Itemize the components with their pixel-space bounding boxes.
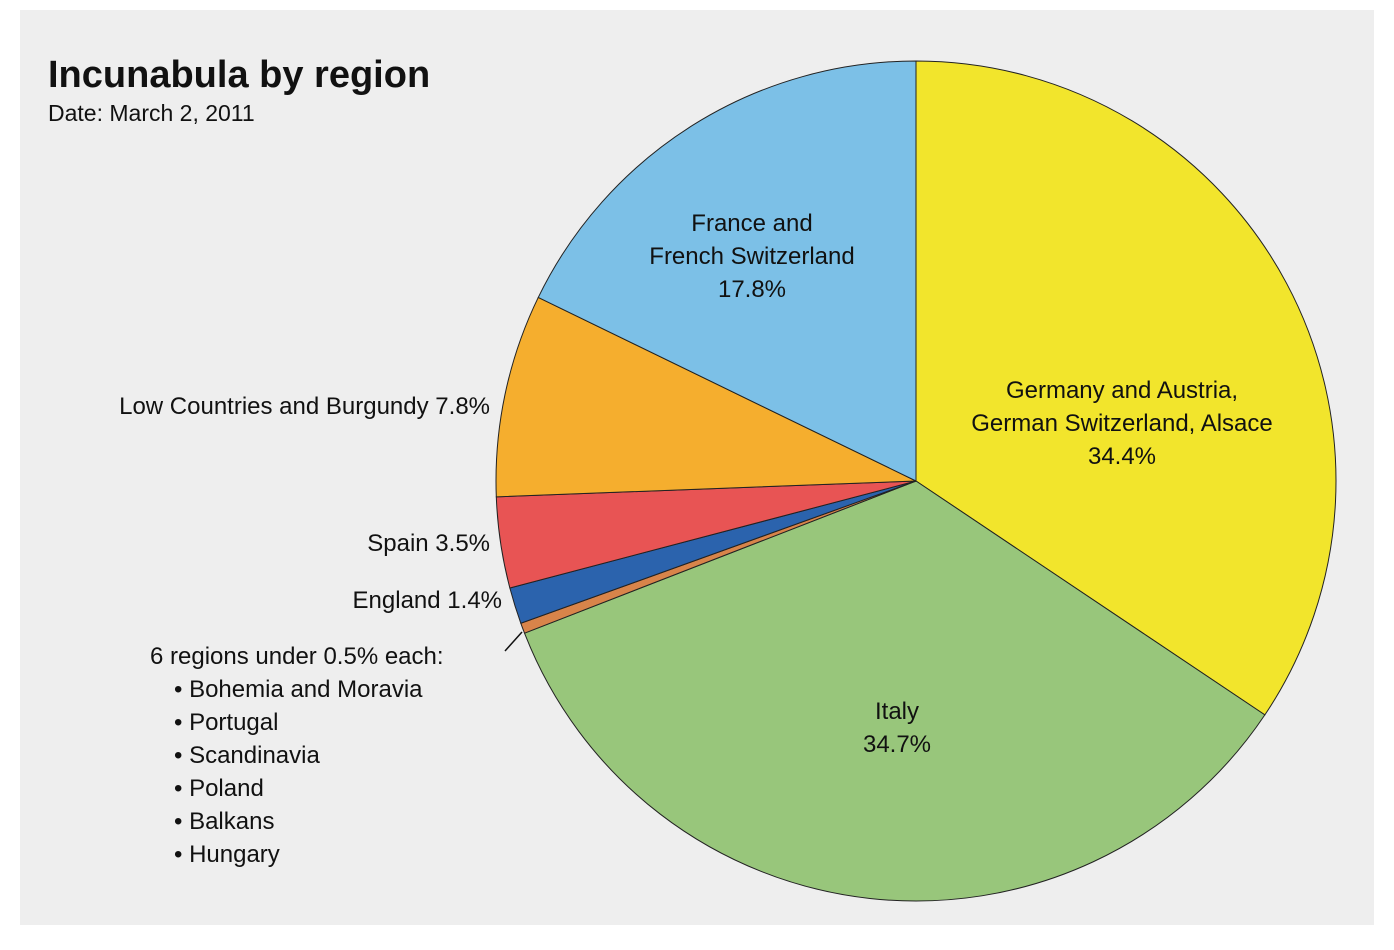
category-label: France and French Switzerland	[649, 210, 854, 270]
leader-line	[504, 631, 523, 652]
chart-title: Incunabula by region	[48, 54, 430, 96]
pie	[495, 60, 1337, 902]
category-label: Italy	[875, 698, 919, 725]
region-item: • Balkans	[174, 808, 274, 835]
pie-slice	[915, 60, 1337, 716]
value-label: 34.4%	[1088, 443, 1156, 470]
region-item: • Scandinavia	[174, 742, 320, 769]
value-label: 3.5%	[435, 530, 490, 557]
slice-label: Low Countries and Burgundy 7.8%	[119, 393, 490, 420]
region-item: • Bohemia and Moravia	[174, 676, 423, 703]
pie-slice	[523, 480, 1266, 902]
region-item: • Hungary	[174, 841, 280, 868]
category-label: Spain	[367, 530, 428, 557]
category-label: England	[353, 587, 441, 614]
value-label: 17.8%	[718, 276, 786, 303]
value-label: 1.4%	[447, 587, 502, 614]
region-item: • Portugal	[174, 709, 278, 736]
category-label: 6 regions under 0.5% each:	[150, 643, 444, 670]
category-label: Germany and Austria, German Switzerland, …	[971, 377, 1272, 437]
pie-slice	[495, 296, 917, 498]
chart-subtitle: Date: March 2, 2011	[48, 100, 255, 126]
value-label: 7.8%	[435, 393, 490, 420]
category-label: Low Countries and Burgundy	[119, 393, 429, 420]
pie-slice	[537, 60, 917, 482]
value-label: 34.7%	[863, 731, 931, 758]
slice-label: Spain 3.5%	[367, 530, 490, 557]
slice-label: England 1.4%	[353, 587, 502, 614]
region-item: • Poland	[174, 775, 264, 802]
